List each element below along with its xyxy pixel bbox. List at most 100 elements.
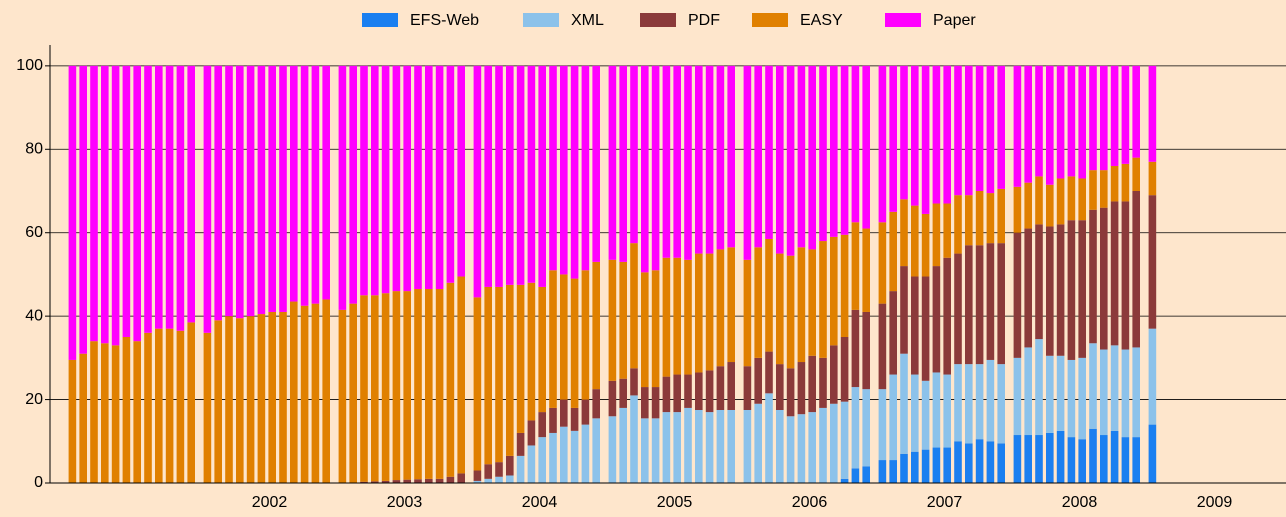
bar-segment (279, 311, 287, 483)
bar-segment (808, 249, 816, 356)
bar-segment (214, 65, 222, 321)
bar-segment (1056, 65, 1065, 179)
x-tick-label: 2003 (387, 494, 423, 511)
bar-segment (997, 65, 1005, 189)
bar-segment (516, 65, 525, 285)
bar-segment (754, 247, 762, 358)
bar-segment (932, 65, 941, 204)
bar-segment (727, 410, 735, 483)
bar-segment (549, 270, 557, 408)
bar-segment (1132, 347, 1140, 438)
bar-segment (765, 393, 773, 483)
bar-segment (560, 65, 568, 275)
bar-segment (592, 389, 600, 419)
bar-segment (1121, 437, 1130, 483)
bar-segment (527, 282, 536, 421)
bar-segment (684, 259, 692, 375)
bar-segment (1089, 428, 1097, 483)
bar-segment (581, 65, 590, 271)
bar-segment (954, 195, 962, 254)
bar-segment (403, 65, 411, 292)
bar-segment (371, 65, 379, 296)
bar-segment (943, 257, 951, 375)
bar-segment (673, 65, 681, 258)
bar-segment (268, 311, 276, 483)
bar-segment (1067, 359, 1076, 438)
bar-segment (290, 65, 298, 302)
bar-segment (506, 284, 514, 456)
bar-segment (641, 272, 649, 388)
bar-segment (911, 276, 919, 375)
bar-segment (716, 65, 725, 250)
bar-segment (257, 314, 266, 483)
bar-segment (819, 357, 827, 408)
bar-segment (435, 65, 444, 290)
bar-segment (754, 65, 762, 248)
bar-segment (360, 295, 368, 482)
bar-segment (457, 276, 465, 474)
bar-segment (203, 332, 212, 483)
bar-segment (1013, 186, 1022, 233)
bar-segment (921, 213, 930, 277)
bar-segment (1132, 191, 1140, 348)
bar-segment (954, 441, 962, 483)
bar-segment (1046, 184, 1054, 227)
bar-segment (840, 401, 849, 479)
bar-segment (878, 389, 887, 461)
bar-segment (381, 293, 390, 481)
bar-segment (1089, 209, 1097, 344)
bar-segment (371, 481, 379, 483)
bar-segment (246, 65, 255, 317)
bar-segment (527, 65, 536, 283)
bar-segment (1110, 345, 1119, 431)
bar-segment (516, 284, 525, 433)
x-tick-label: 2007 (927, 494, 963, 511)
bar-segment (727, 362, 735, 410)
bar-segment (630, 65, 638, 244)
bar-segment (900, 199, 908, 267)
bar-segment (1013, 435, 1022, 483)
bar-segment (765, 238, 773, 352)
bar-segment (1121, 201, 1130, 350)
bar-segment (446, 65, 455, 283)
bar-segment (840, 337, 849, 402)
y-tick-label: 80 (25, 141, 43, 158)
bar-segment (695, 410, 703, 483)
bar-segment (716, 410, 725, 483)
bar-segment (322, 299, 330, 483)
bar-segment (986, 243, 995, 360)
bar-segment (830, 403, 838, 483)
bar-segment (1024, 65, 1032, 183)
bar-segment (1024, 435, 1032, 483)
bar-segment (965, 65, 973, 196)
bar-segment (101, 343, 109, 483)
bar-segment (560, 426, 568, 483)
bar-segment (651, 65, 660, 271)
bar-segment (662, 257, 671, 377)
bar-segment (986, 65, 995, 194)
bar-segment (68, 65, 77, 360)
bar-segment (592, 261, 600, 390)
bar-segment (819, 241, 827, 358)
bar-segment (1121, 65, 1130, 164)
bar-segment (322, 65, 330, 300)
bar-segment (425, 65, 433, 290)
bar-segment (641, 418, 649, 483)
bar-segment (943, 447, 951, 483)
bar-segment (695, 65, 703, 254)
bar-segment (630, 368, 638, 396)
bar-segment (889, 460, 897, 483)
bar-segment (641, 387, 649, 419)
bar-segment (997, 188, 1005, 244)
bar-segment (1035, 176, 1043, 225)
bar-segment (641, 65, 649, 273)
bar-segment (495, 476, 503, 483)
bar-segment (743, 366, 752, 410)
bar-segment (986, 441, 995, 483)
bar-segment (651, 270, 660, 388)
bar-segment (1078, 220, 1086, 358)
bar-segment (911, 374, 919, 452)
bar-segment (1078, 439, 1086, 483)
bar-segment (651, 387, 660, 419)
